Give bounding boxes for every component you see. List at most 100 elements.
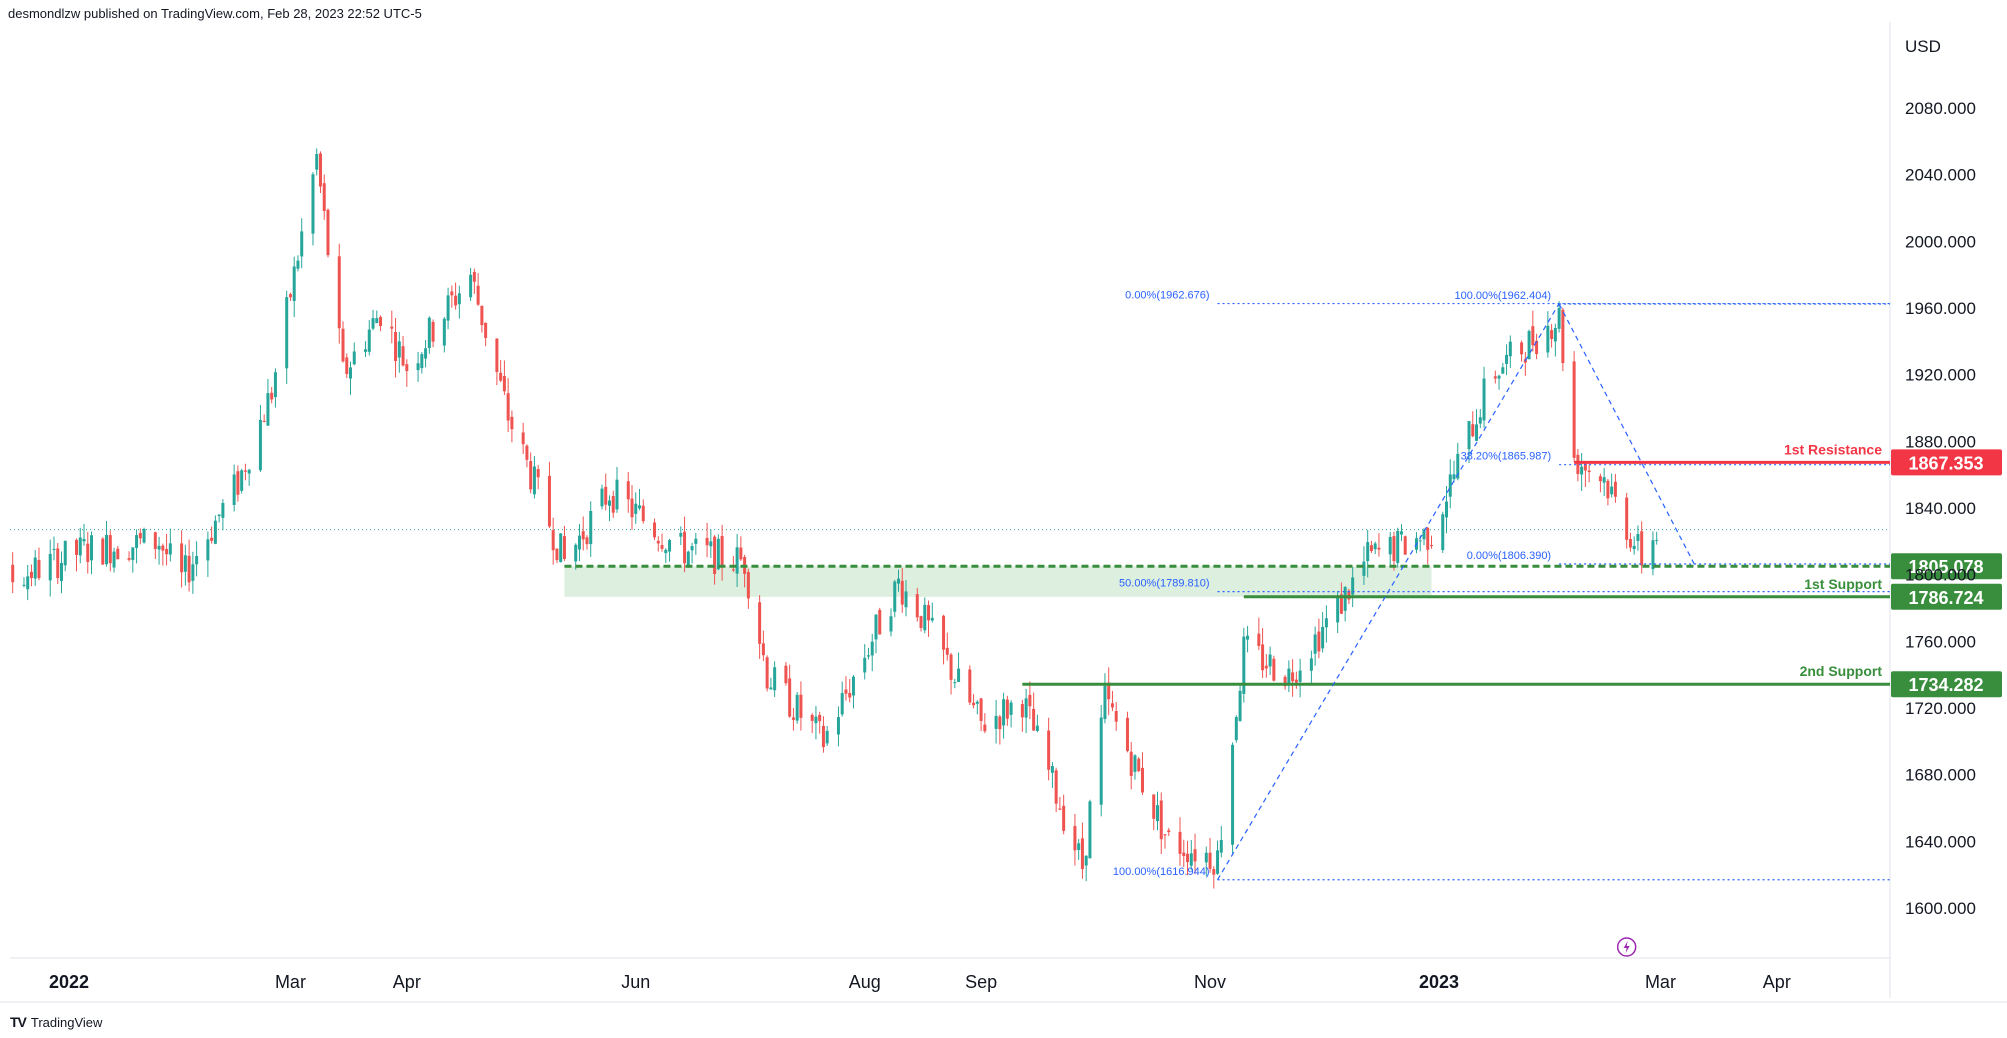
candle-body — [183, 555, 187, 572]
candle-body — [480, 305, 484, 326]
candle-body — [285, 297, 289, 369]
candle-body — [300, 231, 304, 257]
candle-body — [142, 529, 146, 543]
level-price-value-1: 1805.078 — [1908, 557, 1983, 577]
candle-body — [525, 445, 529, 460]
candle-body — [157, 545, 161, 550]
candle-body — [90, 535, 94, 561]
candle-body — [810, 714, 814, 721]
candle-body — [589, 511, 593, 545]
candle-body — [1268, 654, 1272, 667]
candle-body — [1362, 561, 1366, 576]
level-name-0: 1st Resistance — [1784, 441, 1882, 457]
candle-body — [1125, 717, 1129, 751]
candle-body — [1452, 474, 1456, 480]
candle-body — [897, 578, 901, 584]
candle-body — [532, 466, 536, 495]
candle-body — [401, 346, 405, 366]
fib-rising-label: 0.00%(1962.676) — [1125, 290, 1209, 302]
level-price-value-2: 1786.724 — [1908, 588, 1983, 608]
brand-name: TradingView — [30, 1014, 103, 1030]
price-axis[interactable]: 1867.353 1805.078 1786.724 1734.282 USD 2080.… — [1891, 37, 2002, 918]
price-tick-label: 1680.000 — [1905, 766, 1976, 785]
candle-body — [731, 569, 735, 571]
candle-body — [904, 591, 908, 608]
candle-body — [1636, 534, 1640, 541]
candle-body — [1441, 514, 1445, 551]
candle-body — [1054, 770, 1058, 804]
price-tick-label: 2080.000 — [1905, 99, 1976, 118]
candle-body — [1080, 838, 1084, 870]
candle-body — [311, 174, 315, 234]
candle-body — [949, 654, 953, 680]
candle-body — [1403, 536, 1407, 555]
candle-body — [957, 668, 961, 682]
lightning-icon-bolt — [1623, 941, 1630, 953]
fib-rising-label: 50.00%(1789.810) — [1119, 578, 1210, 590]
candle-body — [243, 470, 247, 472]
candle-body — [1152, 794, 1156, 819]
candle-body — [86, 543, 90, 562]
candle-body — [1193, 849, 1197, 862]
candle-body — [442, 318, 446, 346]
candle-body — [769, 687, 773, 690]
candle-body — [1129, 751, 1133, 776]
candle-body — [1137, 758, 1141, 772]
candle-body — [221, 503, 225, 518]
candle-body — [1448, 474, 1452, 497]
candle-body — [1392, 536, 1396, 562]
candle-body — [405, 364, 409, 372]
candle-body — [33, 557, 37, 579]
candle-body — [349, 367, 353, 379]
price-tick-label: 1960.000 — [1905, 299, 1976, 318]
level-price-tag-3 — [1891, 671, 2002, 698]
candle-body — [1625, 497, 1629, 540]
candle-body — [788, 678, 792, 717]
candle-body — [1553, 327, 1557, 342]
candle-body — [1163, 834, 1167, 836]
price-tick-label: 1600.000 — [1905, 899, 1976, 918]
candle-body — [814, 716, 818, 724]
candle-body — [1317, 631, 1321, 652]
candle-body — [660, 545, 664, 549]
candle-body — [773, 667, 777, 691]
candle-body — [236, 471, 240, 495]
candle-body — [153, 532, 157, 549]
candle-body — [1587, 470, 1591, 473]
candle-body — [1291, 672, 1295, 682]
candle-body — [1110, 703, 1114, 708]
levels-layer: 1st Resistance 1st Support 2nd Support — [564, 441, 1890, 686]
level-name-3: 2nd Support — [1800, 663, 1883, 679]
candle-body — [1219, 839, 1223, 853]
time-axis[interactable]: 2022 Mar Apr Jun Aug Sep Nov 2023 Mar Apr — [49, 937, 1791, 992]
candle-body — [1313, 634, 1317, 654]
candle-body — [63, 540, 67, 566]
candle-body — [656, 540, 660, 544]
brand-footer[interactable]: TV TradingView — [10, 1012, 102, 1032]
level-name-2: 1st Support — [1804, 576, 1882, 592]
candle-body — [1133, 755, 1137, 772]
candle-body — [345, 357, 349, 375]
candle-body — [521, 432, 525, 445]
candle-body — [1535, 340, 1539, 355]
candle-body — [1426, 527, 1430, 550]
candle-body — [52, 548, 56, 550]
candle-body — [799, 694, 803, 718]
candle-body — [1212, 869, 1216, 875]
candle-body — [1058, 808, 1062, 810]
fib-falling-trend — [1558, 303, 1695, 565]
candle-body — [581, 531, 585, 540]
candle-body — [180, 543, 184, 573]
candle-body — [1077, 843, 1081, 851]
candle-body — [469, 274, 473, 298]
candle-body — [168, 543, 172, 555]
candle-body — [266, 393, 270, 426]
candle-body — [1602, 477, 1606, 483]
candle-body — [998, 716, 1002, 730]
lightning-icon[interactable] — [1616, 937, 1637, 957]
candle-body — [653, 522, 657, 538]
candle-body — [1107, 682, 1111, 700]
candle-body — [101, 538, 105, 565]
candle-body — [56, 548, 60, 579]
